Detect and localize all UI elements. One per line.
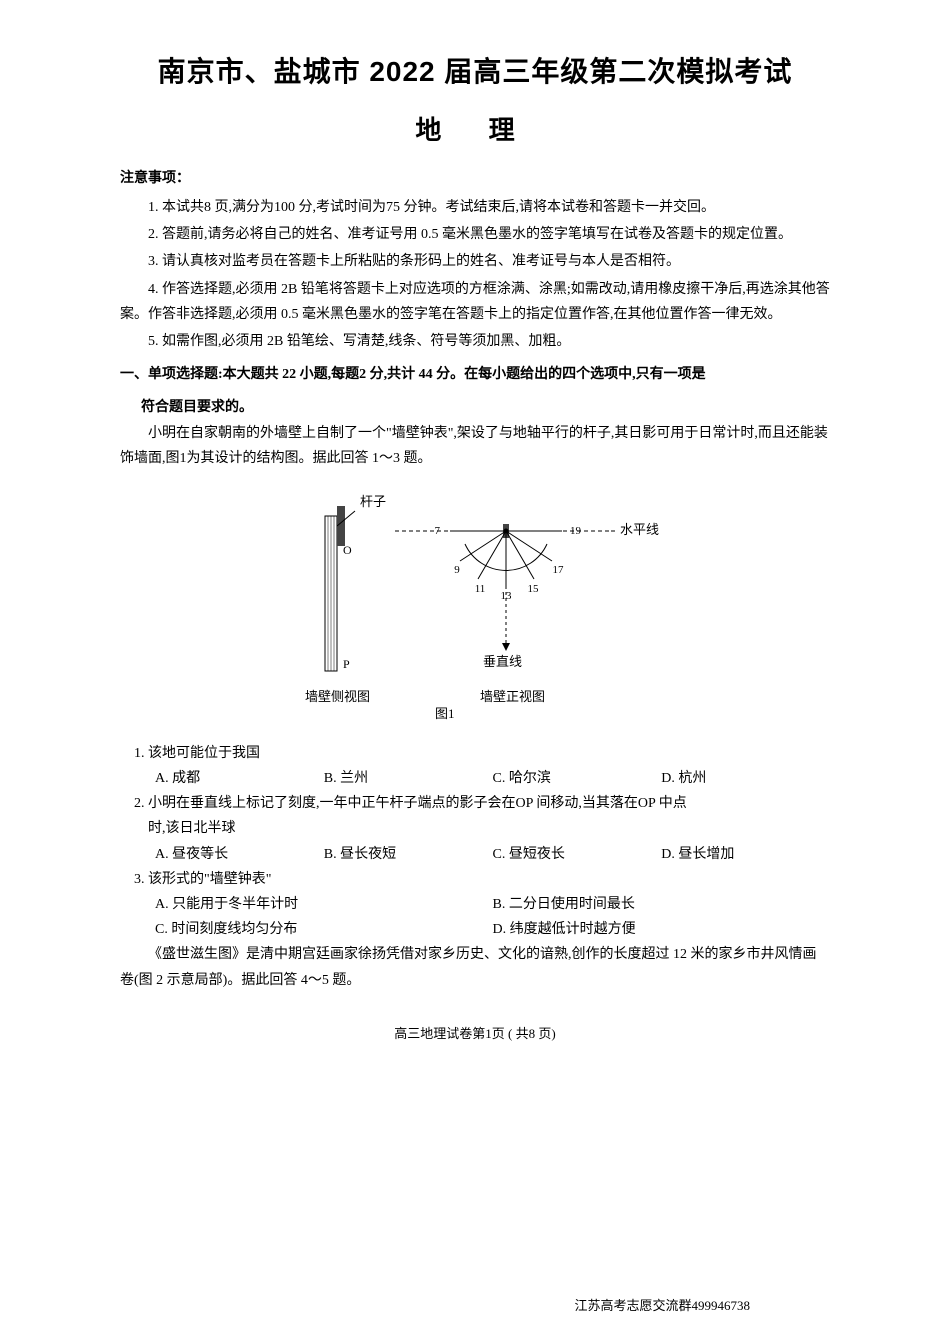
q3-option-d: D. 纬度越低计时越方便 xyxy=(493,917,831,942)
question-1: 1. 该地可能位于我国 xyxy=(120,741,830,766)
question-1-options: A. 成都 B. 兰州 C. 哈尔滨 D. 杭州 xyxy=(120,766,830,791)
subject-title: 地 理 xyxy=(120,110,830,147)
q1-option-c: C. 哈尔滨 xyxy=(493,766,662,791)
label-vertical: 垂直线 xyxy=(483,654,522,669)
q3-option-c: C. 时间刻度线均匀分布 xyxy=(155,917,493,942)
tick-15: 15 xyxy=(528,583,540,595)
page-footer: 高三地理试卷第1页 ( 共8 页) xyxy=(120,1023,830,1042)
label-front-view: 墙壁正视图 xyxy=(480,689,545,704)
notice-item-1: 1. 本试共8 页,满分为100 分,考试时间为75 分钟。考试结束后,请将本试… xyxy=(120,195,830,220)
section-title-line2: 符合题目要求的。 xyxy=(120,395,830,420)
question-3-options-row1: A. 只能用于冬半年计时 B. 二分日使用时间最长 xyxy=(120,892,830,917)
q3-option-a: A. 只能用于冬半年计时 xyxy=(155,892,493,917)
q1-option-a: A. 成都 xyxy=(155,766,324,791)
question-2-line2: 时,该日北半球 xyxy=(120,816,830,841)
label-side-view: 墙壁侧视图 xyxy=(305,689,370,704)
label-horizontal: 水平线 xyxy=(620,522,659,537)
question-2-line1: 2. 小明在垂直线上标记了刻度,一年中正午杆子端点的影子会在OP 间移动,当其落… xyxy=(120,791,830,816)
label-pole: 杆子 xyxy=(360,494,386,509)
notice-heading: 注意事项： xyxy=(120,167,830,187)
tick-11: 11 xyxy=(475,583,486,595)
tick-9: 9 xyxy=(454,564,460,576)
diagram-container: O P 7 9 11 13 15 17 19 xyxy=(120,486,830,726)
notice-item-4: 4. 作答选择题,必须用 2B 铅笔将答题卡上对应选项的方框涂满、涂黑;如需改动… xyxy=(120,277,830,327)
question-2-options: A. 昼夜等长 B. 昼长夜短 C. 昼短夜长 D. 昼长增加 xyxy=(120,842,830,867)
question-3-options-row2: C. 时间刻度线均匀分布 D. 纬度越低计时越方便 xyxy=(120,917,830,942)
context-1: 小明在自家朝南的外墙壁上自制了一个"墙壁钟表",架设了与地轴平行的杆子,其日影可… xyxy=(120,421,830,471)
q1-option-b: B. 兰州 xyxy=(324,766,493,791)
notice-item-3: 3. 请认真核对监考员在答题卡上所粘贴的条形码上的姓名、准考证号与本人是否相符。 xyxy=(120,249,830,274)
context-2: 《盛世滋生图》是清中期宫廷画家徐扬凭借对家乡历史、文化的谙熟,创作的长度超过 1… xyxy=(120,942,830,992)
label-p: P xyxy=(343,657,350,671)
diagram-figure-1: O P 7 9 11 13 15 17 19 xyxy=(265,486,685,726)
tick-7: 7 xyxy=(435,525,441,537)
tick-17: 17 xyxy=(553,564,565,576)
q1-option-d: D. 杭州 xyxy=(661,766,830,791)
q2-option-a: A. 昼夜等长 xyxy=(155,842,324,867)
section-title-line1: 一、单项选择题:本大题共 22 小题,每题2 分,共计 44 分。在每小题给出的… xyxy=(120,362,830,387)
question-3: 3. 该形式的"墙壁钟表" xyxy=(120,867,830,892)
tick-19: 19 xyxy=(570,525,582,537)
q2-option-c: C. 昼短夜长 xyxy=(493,842,662,867)
q3-option-b: B. 二分日使用时间最长 xyxy=(493,892,831,917)
q2-option-b: B. 昼长夜短 xyxy=(324,842,493,867)
label-caption: 图1 xyxy=(435,706,455,721)
main-title: 南京市、盐城市 2022 届高三年级第二次模拟考试 xyxy=(120,50,830,90)
q2-option-d: D. 昼长增加 xyxy=(661,842,830,867)
notice-item-2: 2. 答题前,请务必将自己的姓名、准考证号用 0.5 毫米黑色墨水的签字笔填写在… xyxy=(120,222,830,247)
notice-item-5: 5. 如需作图,必须用 2B 铅笔绘、写清楚,线条、符号等须加黑、加粗。 xyxy=(120,329,830,354)
group-info: 江苏高考志愿交流群499946738 xyxy=(574,1295,750,1314)
label-o: O xyxy=(343,543,352,557)
diagram-svg: O P 7 9 11 13 15 17 19 xyxy=(265,486,685,726)
